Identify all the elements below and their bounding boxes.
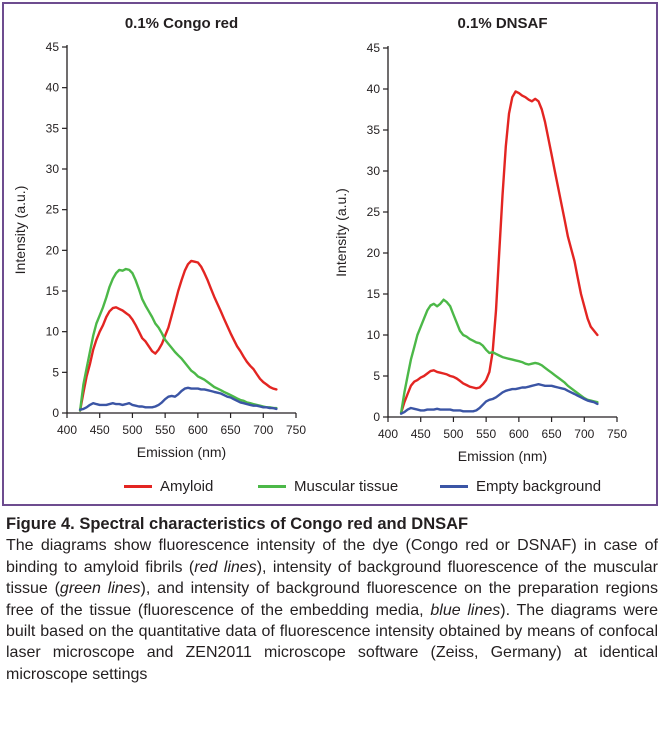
y-tick-label-1: 0 [373,410,380,424]
y-tick-label-1: 35 [367,123,381,137]
figure-frame [2,2,658,506]
y-tick-label-0: 40 [46,81,60,95]
x-axis-label-1: Emission (nm) [458,448,547,464]
y-tick-label-0: 30 [46,162,60,176]
x-tick-label-1: 500 [443,427,463,441]
caption-body-part: blue lines [430,601,501,619]
series-line-empty-background-1 [399,383,599,415]
y-tick-label-1: 15 [367,287,381,301]
y-tick-label-0: 10 [46,325,60,339]
caption-body: The diagrams show fluorescence intensity… [6,535,658,685]
x-tick-label-1: 600 [509,427,529,441]
series-line-amyloid-1 [399,90,599,415]
y-tick-label-1: 25 [367,205,381,219]
chart-legend: Amyloid Muscular tissue Empty background [0,478,664,500]
x-tick-label-0: 500 [122,423,142,437]
legend-swatch-background [440,485,468,488]
series-line-amyloid-0 [78,259,278,412]
x-tick-label-1: 400 [378,427,398,441]
x-tick-label-0: 550 [155,423,175,437]
figure-caption: Figure 4. Spectral characteristics of Co… [6,514,658,685]
series-line-muscular-tissue-0 [78,267,278,412]
x-tick-label-0: 650 [221,423,241,437]
series-line-empty-background-0 [78,386,278,411]
y-tick-label-0: 5 [52,365,59,379]
x-tick-label-1: 700 [574,427,594,441]
caption-body-part: The diagrams show fluorescence intensity… [6,537,658,576]
y-tick-label-1: 40 [367,82,381,96]
caption-body-part: ), intensity of background fluorescence … [6,558,658,598]
caption-title: Figure 4. Spectral characteristics of Co… [6,515,469,533]
y-tick-label-0: 15 [46,284,60,298]
y-tick-label-0: 0 [52,406,59,420]
legend-item-amyloid: Amyloid [124,478,213,495]
x-tick-label-0: 750 [286,423,306,437]
y-axis-label-1: Intensity (a.u.) [333,188,349,277]
x-axis-label-0: Emission (nm) [137,444,226,460]
y-tick-label-1: 5 [373,369,380,383]
x-tick-label-0: 700 [253,423,273,437]
y-tick-label-0: 35 [46,121,60,135]
x-tick-label-0: 400 [57,423,77,437]
x-tick-label-1: 750 [607,427,627,441]
chart-title-1: 0.1% DNSAF [457,15,547,32]
y-axis-label-0: Intensity (a.u.) [12,186,28,275]
caption-body-part: red lines [194,558,257,576]
x-tick-label-1: 550 [476,427,496,441]
caption-body-part: ). The diagrams were built based on the … [6,601,658,683]
y-tick-label-1: 30 [367,164,381,178]
y-tick-label-1: 10 [367,328,381,342]
x-tick-label-0: 450 [90,423,110,437]
legend-swatch-amyloid [124,485,152,488]
legend-item-background: Empty background [440,478,601,495]
x-tick-label-1: 450 [411,427,431,441]
y-tick-label-0: 20 [46,243,60,257]
x-tick-label-0: 600 [188,423,208,437]
y-tick-label-1: 45 [367,41,381,55]
legend-label-background: Empty background [476,478,602,495]
chart-title-0: 0.1% Congo red [125,15,238,32]
legend-swatch-muscular [258,485,286,488]
y-tick-label-1: 20 [367,246,381,260]
legend-item-muscular: Muscular tissue [258,478,398,495]
legend-label-amyloid: Amyloid [160,478,214,495]
x-tick-label-1: 650 [542,427,562,441]
series-line-muscular-tissue-1 [399,298,599,415]
y-tick-label-0: 25 [46,203,60,217]
legend-label-muscular: Muscular tissue [294,478,399,495]
y-tick-label-0: 45 [46,40,60,54]
caption-body-part: ), and intensity of background fluoresce… [6,580,658,619]
caption-body-part: green lines [59,580,141,598]
